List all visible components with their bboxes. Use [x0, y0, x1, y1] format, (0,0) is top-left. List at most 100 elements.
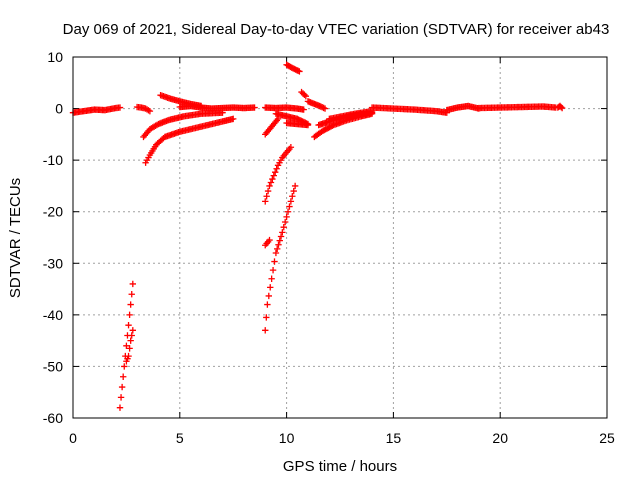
series-segment — [262, 144, 295, 205]
y-tick-label: -40 — [43, 307, 63, 323]
data-point — [264, 187, 272, 195]
series-segment — [326, 107, 376, 123]
data-point — [279, 229, 286, 236]
data-point — [128, 332, 135, 339]
data-point — [558, 104, 566, 112]
data-point — [317, 103, 324, 110]
data-point — [262, 198, 269, 205]
data-point — [276, 237, 283, 244]
y-tick-label: 0 — [55, 101, 63, 117]
y-tick-label: -20 — [43, 204, 63, 220]
data-point — [304, 121, 312, 129]
grid-lines — [73, 57, 607, 418]
x-tick-label: 0 — [69, 430, 77, 446]
data-point — [127, 337, 134, 344]
data-point — [126, 345, 133, 352]
series-segment — [262, 115, 282, 138]
data-point — [321, 105, 329, 112]
data-point — [286, 203, 293, 210]
x-tick-label: 25 — [599, 430, 615, 446]
data-point — [119, 373, 127, 380]
series-segment — [262, 236, 273, 249]
y-tick-label: -60 — [43, 410, 63, 426]
data-point — [296, 68, 303, 75]
y-tick-label: -30 — [43, 255, 63, 271]
data-point — [272, 249, 280, 257]
x-tick-label: 15 — [386, 430, 402, 446]
data-point — [129, 327, 137, 334]
data-point — [300, 106, 307, 113]
data-point — [301, 91, 308, 99]
x-tick-label: 20 — [492, 430, 508, 446]
data-point — [267, 179, 275, 186]
data-point — [121, 363, 128, 370]
data-point — [319, 103, 326, 111]
data-point — [270, 172, 277, 179]
series-segment — [475, 103, 559, 112]
x-tick-label: 5 — [176, 430, 184, 446]
data-point — [118, 383, 126, 391]
data-point — [272, 168, 279, 176]
x-axis-label: GPS time / hours — [283, 458, 397, 475]
data-point — [145, 107, 152, 114]
data-point — [123, 342, 130, 349]
series-segment — [304, 98, 329, 112]
series-segment — [69, 104, 124, 116]
data-point — [263, 193, 270, 200]
series-segment — [262, 182, 299, 334]
series-segment — [176, 102, 258, 112]
data-point — [117, 394, 125, 401]
data-point — [129, 280, 137, 288]
data-point — [125, 321, 132, 329]
data-point — [116, 404, 124, 411]
y-tick-label: 10 — [47, 49, 63, 65]
data-point — [269, 266, 277, 274]
y-tick-labels: 10 0 -10 -20 -30 -40 -50 -60 — [43, 49, 63, 426]
series-segment — [157, 91, 205, 110]
data-point — [146, 107, 154, 115]
data-point — [128, 291, 135, 298]
data-point — [126, 311, 133, 319]
data-point — [291, 182, 299, 190]
data-point — [268, 275, 275, 282]
chart-title: Day 069 of 2021, Sidereal Day-to-day VTE… — [63, 21, 610, 38]
data-point — [280, 223, 287, 231]
data-point — [320, 104, 327, 112]
data-point — [289, 193, 296, 200]
series-segment — [133, 103, 154, 115]
series-segment — [283, 119, 312, 129]
series-segment — [140, 109, 226, 141]
series-segment — [142, 115, 237, 166]
series-segment — [262, 104, 307, 113]
data-point — [557, 103, 565, 111]
data-point — [230, 115, 237, 123]
data-point — [277, 233, 285, 240]
data-point — [274, 245, 281, 253]
x-tick-labels: 0 5 10 15 20 25 — [69, 430, 615, 446]
data-point — [116, 104, 124, 111]
x-tick-label: 10 — [279, 430, 295, 446]
data-point — [273, 165, 280, 172]
plot-frame — [72, 56, 608, 419]
axis-ticks — [72, 56, 608, 419]
data-point — [267, 284, 274, 291]
data-point — [266, 182, 273, 190]
series-segment — [283, 61, 303, 75]
series-segment — [298, 88, 310, 100]
data-point — [290, 187, 297, 195]
data-point — [125, 352, 132, 360]
data-point — [251, 104, 258, 111]
data-point — [271, 258, 278, 265]
data-point — [284, 208, 292, 215]
data-point — [287, 144, 295, 151]
series-segment — [368, 104, 450, 116]
data-point — [269, 175, 276, 183]
data-point — [302, 92, 310, 100]
data-point — [266, 236, 273, 244]
data-point — [127, 301, 134, 308]
series-segment — [116, 280, 137, 411]
series-segment — [123, 327, 137, 365]
y-axis-label: SDTVAR / TECUs — [7, 178, 24, 298]
series-segment — [554, 102, 566, 112]
